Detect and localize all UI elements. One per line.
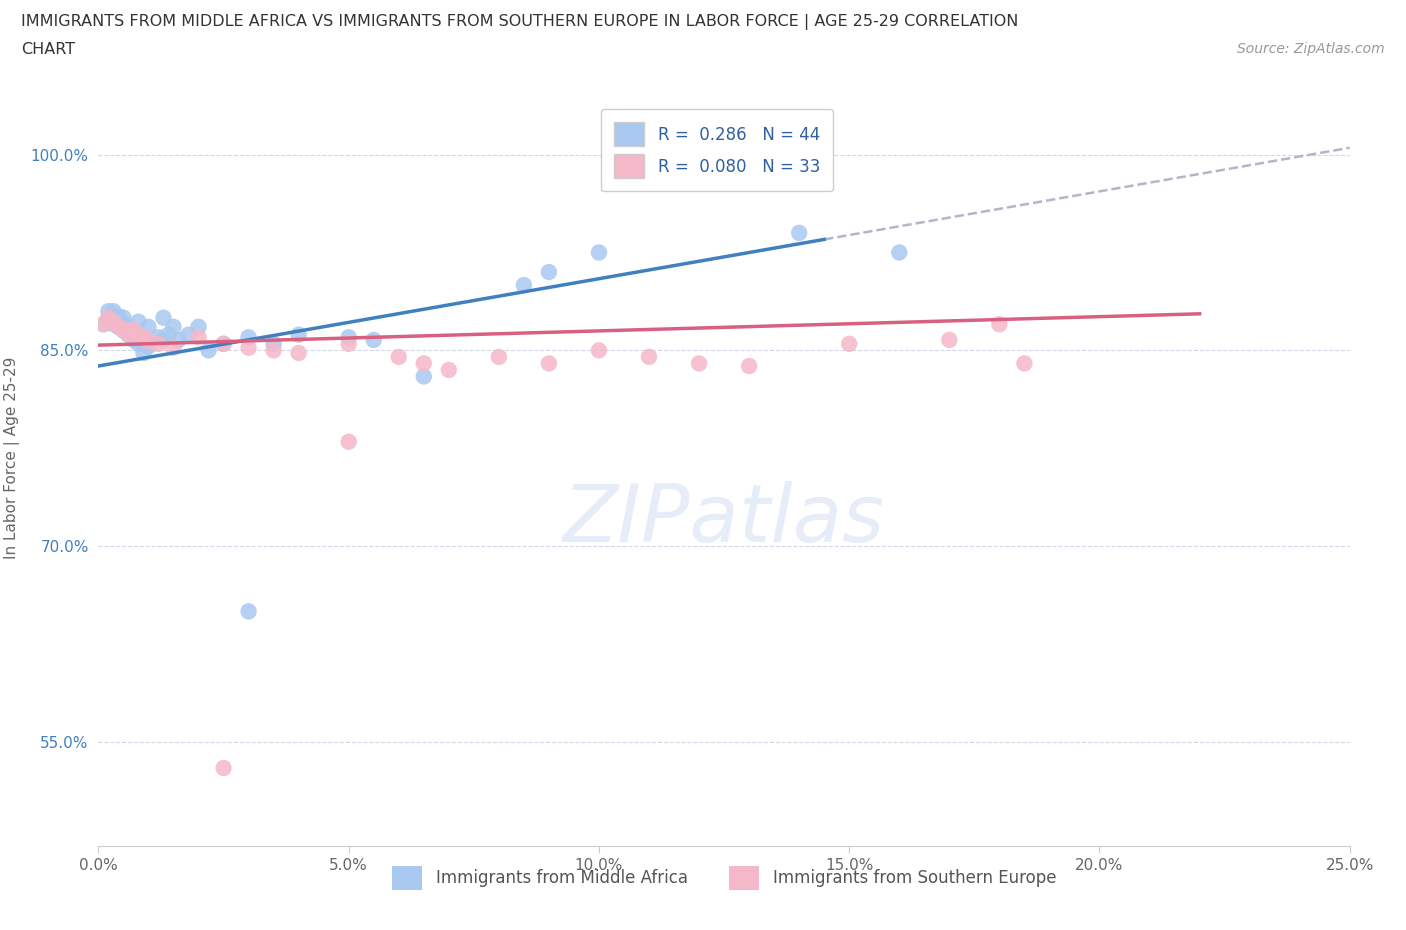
Point [107,309,129,324]
Point [138,334,160,349]
Text: CHART: CHART [21,42,75,57]
Point [132,330,155,345]
Point [107,319,129,334]
Point [388,350,411,365]
Point [787,225,810,240]
Point [437,363,460,378]
Point [127,327,149,342]
Point [103,314,125,329]
Point [337,434,360,449]
Point [1014,356,1036,371]
Point [187,319,209,334]
Point [97,304,120,319]
Point [112,311,135,325]
Text: Source: ZipAtlas.com: Source: ZipAtlas.com [1237,42,1385,56]
Text: IMMIGRANTS FROM MIDDLE AFRICA VS IMMIGRANTS FROM SOUTHERN EUROPE IN LABOR FORCE : IMMIGRANTS FROM MIDDLE AFRICA VS IMMIGRA… [21,14,1018,30]
Point [152,311,174,325]
Point [148,337,170,352]
Point [138,319,160,334]
Point [148,330,170,345]
Point [132,332,155,347]
Point [988,317,1011,332]
Point [263,343,285,358]
Point [212,337,235,352]
Point [287,346,309,361]
Point [127,314,149,329]
Point [588,245,610,259]
Point [177,327,200,342]
Point [537,356,560,371]
Point [838,337,860,352]
Point [122,325,145,339]
Point [117,327,139,342]
Point [197,343,219,358]
Point [122,322,145,337]
Point [97,311,120,325]
Point [187,330,209,345]
Y-axis label: In Labor Force | Age 25-29: In Labor Force | Age 25-29 [4,357,20,559]
Point [103,311,125,325]
Point [138,339,160,354]
Point [112,317,135,332]
Point [117,327,139,342]
Text: ZIPatlas: ZIPatlas [562,481,886,559]
Point [162,319,184,334]
Point [122,332,145,347]
Point [889,245,911,259]
Point [157,327,180,342]
Point [513,278,536,293]
Point [263,337,285,352]
Point [112,322,135,337]
Point [132,346,155,361]
Point [107,319,129,334]
Point [488,350,510,365]
Point [537,265,560,280]
Point [97,311,120,325]
Point [152,332,174,347]
Point [412,356,434,371]
Point [127,337,149,352]
Point [162,340,184,355]
Point [107,314,129,329]
Point [337,330,360,345]
Point [688,356,710,371]
Point [212,761,235,776]
Point [412,369,434,384]
Point [638,350,661,365]
Point [93,317,115,332]
Point [287,327,309,342]
Point [93,317,115,332]
Point [117,319,139,334]
Point [588,343,610,358]
Point [238,604,260,618]
Point [337,337,360,352]
Point [212,337,235,352]
Point [167,332,190,347]
Point [938,332,960,347]
Point [738,359,761,374]
Point [238,330,260,345]
Point [238,340,260,355]
Point [103,304,125,319]
Legend: Immigrants from Middle Africa, Immigrants from Southern Europe: Immigrants from Middle Africa, Immigrant… [385,859,1063,897]
Point [363,332,385,347]
Point [112,324,135,339]
Point [103,317,125,332]
